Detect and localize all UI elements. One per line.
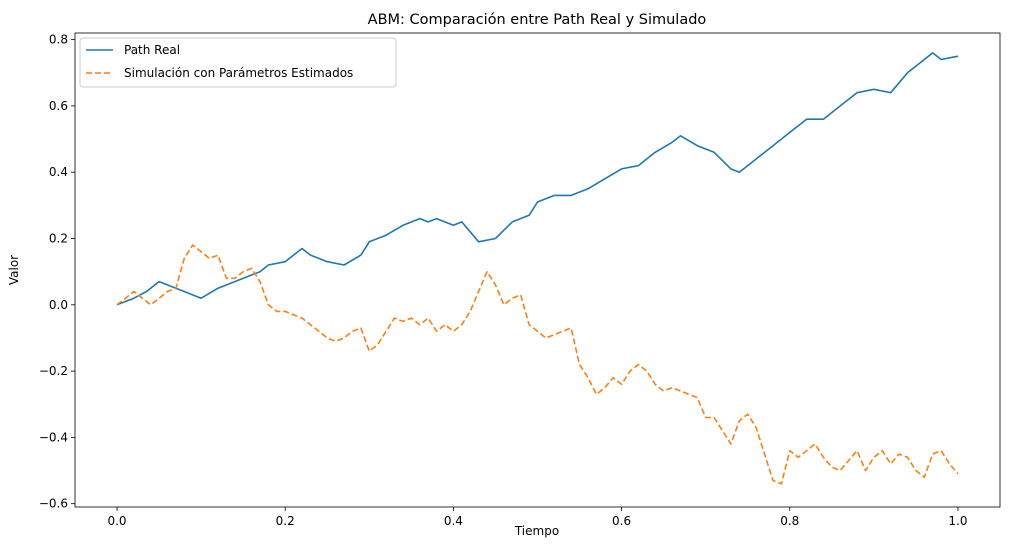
chart-title: ABM: Comparación entre Path Real y Simul… xyxy=(368,12,707,28)
legend-label-simulacion: Simulación con Parámetros Estimados xyxy=(124,66,353,80)
y-tick-label: −0.6 xyxy=(39,497,68,511)
plot-area-frame xyxy=(74,32,1001,508)
x-tick-label: 0.6 xyxy=(612,514,631,528)
y-axis: −0.6 −0.4 −0.2 0.0 0.2 0.4 0.6 0.8 xyxy=(39,33,75,511)
x-tick-label: 0.8 xyxy=(780,514,799,528)
legend-label-path-real: Path Real xyxy=(124,43,180,57)
y-tick-label: 0.4 xyxy=(49,165,68,179)
y-tick-label: −0.2 xyxy=(39,364,68,378)
y-tick-label: 0.6 xyxy=(49,99,68,113)
x-tick-label: 1.0 xyxy=(948,514,967,528)
legend-box xyxy=(79,37,397,88)
series-line-simulacion xyxy=(116,244,959,485)
y-tick-label: 0.0 xyxy=(49,298,68,312)
y-tick-label: 0.8 xyxy=(49,33,68,47)
x-axis: 0.0 0.2 0.4 0.6 0.8 1.0 xyxy=(107,507,968,528)
y-tick-label: −0.4 xyxy=(39,430,68,444)
legend: Path Real Simulación con Parámetros Esti… xyxy=(79,37,397,88)
series-line-path-real xyxy=(116,52,959,306)
x-tick-label: 0.4 xyxy=(444,514,463,528)
x-tick-label: 0.2 xyxy=(276,514,295,528)
series-layer xyxy=(116,52,959,485)
y-tick-label: 0.2 xyxy=(49,232,68,246)
y-axis-label: Valor xyxy=(7,255,21,285)
x-axis-label: Tiempo xyxy=(514,524,559,538)
x-tick-label: 0.0 xyxy=(107,514,126,528)
